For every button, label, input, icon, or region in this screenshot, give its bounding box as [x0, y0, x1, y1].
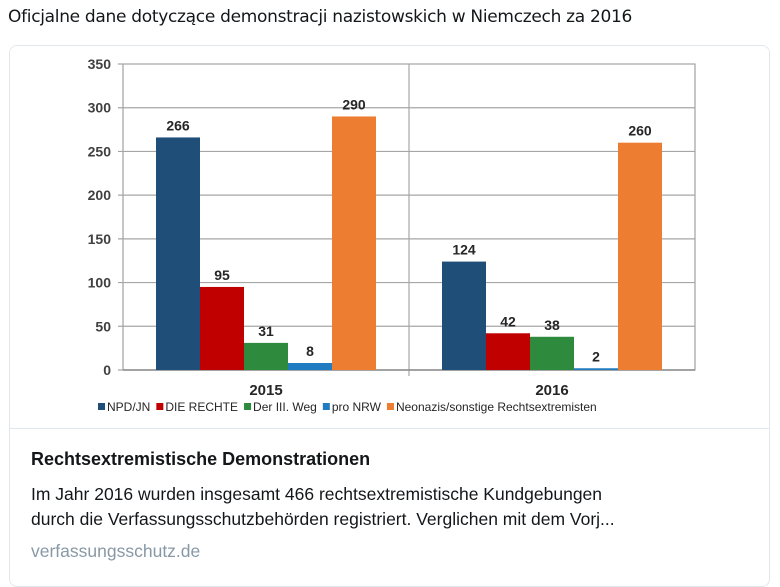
- y-tick-label: 50: [95, 318, 111, 334]
- y-tick-label: 100: [88, 275, 112, 291]
- y-tick-label: 350: [88, 56, 112, 72]
- bar: [244, 342, 288, 370]
- x-tick-label: 2015: [249, 382, 282, 399]
- legend-swatch: [156, 403, 164, 410]
- card-description-line: Im Jahr 2016 wurden insgesamt 466 rechts…: [31, 484, 603, 504]
- legend-label: NPD/JN: [107, 400, 150, 414]
- data-label: 8: [306, 343, 314, 359]
- data-label: 260: [628, 123, 652, 139]
- x-tick-label: 2016: [535, 382, 568, 399]
- card-domain-link[interactable]: verfassungsschutz.de: [31, 541, 201, 561]
- legend-label: pro NRW: [332, 400, 382, 414]
- y-tick-label: 250: [88, 143, 112, 159]
- tweet-text: Oficjalne dane dotyczące demonstracji na…: [8, 7, 633, 27]
- card-title[interactable]: Rechtsextremistische Demonstrationen: [31, 449, 371, 469]
- bar: [618, 142, 662, 370]
- bar: [288, 363, 332, 370]
- legend-label: Der III. Weg: [253, 400, 317, 414]
- data-label: 95: [214, 267, 230, 283]
- card-description: Im Jahr 2016 wurden insgesamt 466 rechts…: [31, 482, 751, 532]
- y-tick-label: 0: [103, 362, 111, 378]
- y-tick-label: 150: [88, 231, 112, 247]
- bar: [156, 137, 200, 370]
- legend-swatch: [244, 403, 252, 410]
- card-description-line: durch die Verfassungsschutzbehörden regi…: [31, 509, 615, 529]
- bar-chart: 0 50 100 150 200 250 300 350 266 95 31 8 290 2015 124 4…: [88, 56, 696, 414]
- legend-label: Neonazis/sonstige Rechtsextremisten: [396, 400, 597, 414]
- legend-swatch: [386, 403, 394, 410]
- data-label: 38: [544, 317, 560, 333]
- bar: [530, 336, 574, 370]
- bar: [442, 261, 486, 370]
- card-image-chart[interactable]: 0 50 100 150 200 250 300 350 266 95 31 8 290 2015 124 4…: [10, 46, 769, 429]
- legend-swatch: [322, 403, 330, 410]
- y-tick-label: 200: [88, 187, 112, 203]
- data-label: 290: [342, 96, 366, 112]
- legend-label: DIE RECHTE: [165, 400, 238, 414]
- bar: [486, 333, 530, 370]
- data-label: 124: [452, 242, 476, 258]
- data-label: 2: [592, 348, 600, 364]
- bar: [574, 368, 618, 370]
- bar: [200, 286, 244, 370]
- bar: [332, 116, 376, 370]
- data-label: 31: [258, 323, 274, 339]
- data-label: 266: [166, 117, 190, 133]
- link-card[interactable]: 0 50 100 150 200 250 300 350 266 95 31 8 290 2015 124 4…: [9, 45, 770, 587]
- data-label: 42: [500, 313, 516, 329]
- legend-swatch: [98, 403, 105, 410]
- y-tick-label: 300: [88, 100, 112, 116]
